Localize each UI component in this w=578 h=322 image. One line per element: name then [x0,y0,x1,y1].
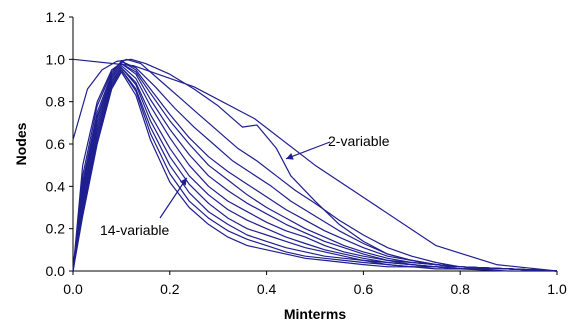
series-line-1 [72,58,558,272]
series-line-5 [72,60,558,272]
series-line-3 [72,58,558,272]
series-line-4 [72,60,558,272]
series-line-9 [72,67,558,272]
axis-ticks: 0.0 0.2 0.4 0.6 0.8 1.0 1.2 0.0 0.2 0.4 0.6 0.8 1.0 [46,9,567,297]
annotation-arrow-head [179,177,187,186]
series-line-6 [72,62,558,272]
annotation-label: 14-variable [100,222,169,238]
y-tick-label: 0.4 [46,178,66,194]
y-tick-label: 0.8 [46,94,66,110]
annotation-arrow-line [285,141,331,160]
annotation-arrow-line [159,177,188,219]
annotations: 2-variable 14-variable [100,133,390,238]
x-tick-label: 1.0 [547,281,567,297]
y-tick-label: 1.0 [46,51,66,67]
x-tick-label: 0.6 [354,281,374,297]
y-tick-label: 0.6 [46,136,66,152]
series-group [72,58,558,272]
series-line-8 [72,65,558,272]
y-tick-label: 1.2 [46,9,66,25]
annotation-arrow-head [285,153,294,160]
series-line-7 [72,62,558,272]
plot-area: 0.00.20.40.60.81.01.20.0 0.2 0.4 0.6 0.8 1.0 … [46,9,567,297]
y-tick-label: 0.0 [46,263,66,279]
x-axis-title: Minterms [284,306,346,322]
x-tick-label: 0.2 [160,281,180,297]
series-line-10 [72,67,558,272]
series-line-13 [72,71,557,272]
x-tick-label: 0.8 [450,281,470,297]
y-axis-title: Nodes [13,122,29,165]
annotation-label: 2-variable [328,133,390,149]
x-tick-label: 0.0 [63,281,83,297]
y-tick-label: 0.2 [46,221,66,237]
x-tick-label: 0.4 [257,281,277,297]
